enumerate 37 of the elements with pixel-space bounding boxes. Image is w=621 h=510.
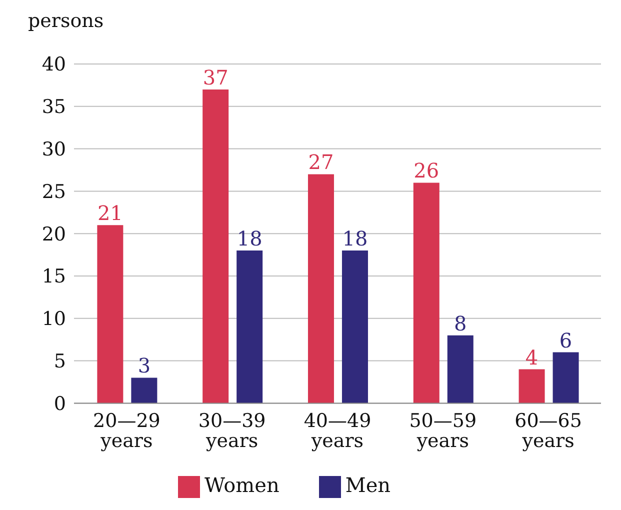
bar (413, 182, 440, 404)
data-label: 8 (454, 311, 467, 336)
y-tick-label: 20 (42, 223, 66, 246)
data-label: 4 (525, 345, 538, 370)
bar (202, 89, 229, 404)
bar (518, 369, 545, 404)
bar (97, 225, 124, 404)
data-label: 6 (559, 328, 572, 352)
y-tick-label: 25 (42, 180, 66, 203)
data-label: 3 (138, 354, 151, 378)
legend-label: Men (345, 473, 391, 498)
y-tick-label: 40 (42, 54, 66, 76)
x-tick-label: 40—49 years (304, 410, 372, 452)
y-tick-label: 35 (42, 96, 66, 118)
y-tick-label: 30 (42, 138, 66, 161)
x-tick-label: 30—39 years (198, 410, 266, 452)
x-tick-label: 60—65 years (514, 410, 582, 452)
x-tick-label: 50—59 years (409, 410, 477, 452)
y-tick-label: 15 (42, 266, 66, 288)
bar (447, 335, 474, 404)
bar (308, 174, 334, 404)
y-tick-label: 5 (54, 350, 66, 373)
bar (552, 352, 579, 404)
data-label: 18 (236, 226, 262, 251)
bar (236, 250, 263, 404)
y-tick-label: 0 (54, 392, 66, 415)
bar (131, 378, 158, 404)
y-axis-title: persons (28, 10, 104, 32)
data-label: 37 (202, 65, 228, 90)
data-label: 18 (342, 226, 368, 251)
x-tick-label: 20—29 years (93, 410, 160, 452)
y-tick-label: 10 (42, 308, 66, 330)
data-label: 27 (308, 150, 334, 174)
data-label: 26 (414, 158, 440, 183)
legend-label: Women (204, 473, 280, 498)
bar (342, 250, 368, 404)
data-label: 21 (97, 201, 123, 226)
